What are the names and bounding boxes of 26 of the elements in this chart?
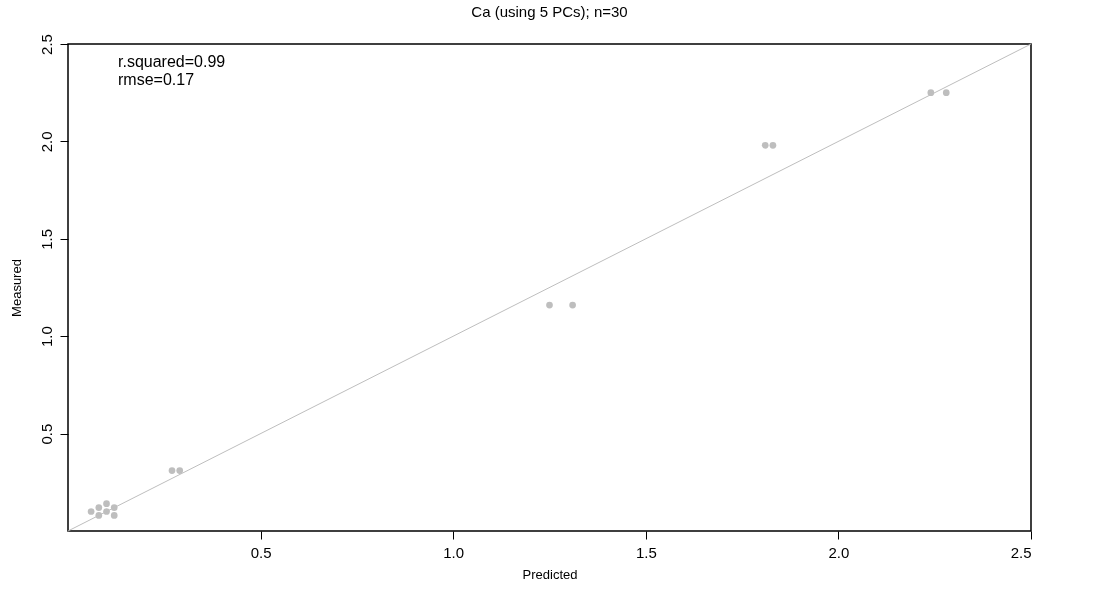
point	[110, 512, 118, 519]
y-tick-label: 1.0	[37, 326, 55, 348]
point	[87, 508, 95, 515]
point	[176, 467, 184, 474]
x-tick-label: 1.5	[635, 543, 657, 561]
annotation: rmse=0.17	[118, 71, 195, 88]
point	[761, 141, 769, 149]
point	[569, 301, 576, 309]
point	[942, 89, 950, 97]
y-tick-label: 2.0	[37, 131, 55, 153]
x-tick-label: 0.5	[250, 543, 272, 561]
x-axis-title: Predicted	[522, 566, 578, 582]
point	[546, 301, 553, 309]
x-tick-label: 1.0	[443, 543, 465, 561]
point	[168, 467, 176, 474]
x-tick-label: 2.5	[1010, 543, 1032, 561]
y-axis-title: Measured	[8, 259, 24, 317]
y-tick-label: 1.5	[37, 228, 55, 250]
annotation: r.squared=0.99	[118, 53, 226, 70]
point	[103, 500, 110, 508]
x-tick-label: 2.0	[828, 543, 850, 561]
chart-title: Ca (using 5 PCs); n=30	[471, 2, 628, 20]
y-tick-label: 2.5	[37, 34, 55, 55]
y-tick-label: 0.5	[37, 423, 55, 445]
point	[95, 504, 103, 511]
point	[769, 141, 777, 149]
